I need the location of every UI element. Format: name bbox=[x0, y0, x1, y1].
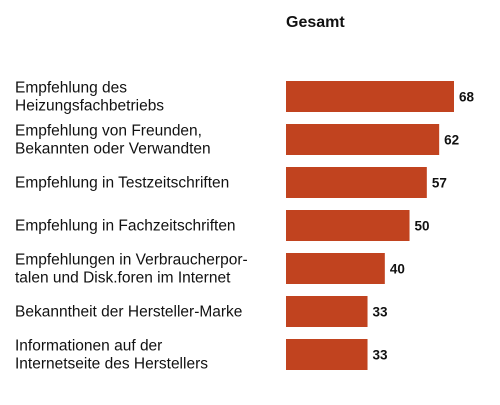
bar-2 bbox=[286, 124, 440, 155]
value-label-2: 62 bbox=[444, 133, 459, 148]
value-label-7: 33 bbox=[373, 348, 389, 363]
category-label-5: Empfehlungen in Verbraucherpor-talen und… bbox=[15, 252, 248, 287]
bar-5 bbox=[286, 253, 385, 284]
value-label-6: 33 bbox=[373, 305, 389, 320]
bar-7 bbox=[286, 339, 368, 370]
bar-6 bbox=[286, 296, 368, 327]
category-label-line: Empfehlung in Fachzeitschriften bbox=[15, 218, 236, 235]
value-label-4: 50 bbox=[415, 219, 430, 234]
category-label-line: Internetseite des Herstellers bbox=[15, 356, 208, 373]
category-label-line: Empfehlung in Testzeitschriften bbox=[15, 175, 229, 192]
category-label-line: talen und Disk.foren im Internet bbox=[15, 270, 231, 287]
value-label-1: 68 bbox=[459, 90, 475, 105]
category-label-line: Informationen auf der bbox=[15, 338, 162, 355]
category-label-2: Empfehlung von Freunden, Bekannten oder V… bbox=[15, 123, 211, 158]
category-label-line: Empfehlungen in Verbraucherpor- bbox=[15, 252, 248, 269]
bar-1 bbox=[286, 81, 454, 112]
category-label-1: Empfehlung des Heizungsfachbetriebs bbox=[15, 80, 164, 115]
category-label-line: Bekanntheit der Hersteller-Marke bbox=[15, 304, 242, 321]
category-label-7: Informationen auf der Internetseite des H… bbox=[15, 338, 208, 373]
category-label-6: Bekanntheit der Hersteller-Marke bbox=[15, 304, 242, 321]
bar-4 bbox=[286, 210, 410, 241]
category-label-line: Empfehlung des bbox=[15, 80, 127, 97]
category-label-line: Heizungsfachbetriebs bbox=[15, 98, 164, 115]
bar-3 bbox=[286, 167, 427, 198]
series-title: Gesamt bbox=[286, 14, 345, 31]
category-label-3: Empfehlung in Testzeitschriften bbox=[15, 175, 229, 192]
category-label-4: Empfehlung in Fachzeitschriften bbox=[15, 218, 236, 235]
value-label-3: 57 bbox=[432, 176, 447, 191]
category-label-line: Bekannten oder Verwandten bbox=[15, 141, 211, 158]
value-label-5: 40 bbox=[390, 262, 405, 277]
category-label-line: Empfehlung von Freunden, bbox=[15, 123, 202, 140]
